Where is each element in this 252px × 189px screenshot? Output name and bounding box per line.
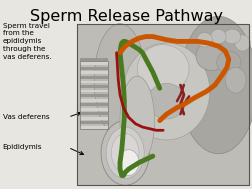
Bar — [80, 81, 108, 83]
Bar — [80, 71, 108, 74]
Ellipse shape — [106, 127, 144, 179]
Ellipse shape — [235, 35, 250, 51]
Ellipse shape — [120, 76, 154, 165]
Ellipse shape — [101, 121, 149, 185]
Bar — [80, 117, 108, 120]
Bar — [80, 94, 108, 97]
Text: Sperm travel
from the
epididymis
through the
vas deferens.: Sperm travel from the epididymis through… — [3, 23, 51, 60]
Bar — [80, 62, 108, 65]
Ellipse shape — [197, 33, 212, 47]
Bar — [80, 108, 108, 111]
Ellipse shape — [225, 67, 246, 93]
Text: Vas deferens: Vas deferens — [3, 114, 49, 120]
Ellipse shape — [137, 45, 189, 93]
Ellipse shape — [94, 24, 146, 137]
Bar — [80, 112, 108, 115]
Bar — [80, 99, 108, 101]
Bar — [80, 58, 108, 61]
Ellipse shape — [217, 51, 241, 74]
Ellipse shape — [118, 150, 139, 176]
Bar — [80, 103, 108, 106]
Bar — [80, 61, 108, 129]
Bar — [80, 76, 108, 79]
Bar — [80, 126, 108, 129]
Ellipse shape — [180, 16, 252, 154]
Text: Epididymis: Epididymis — [3, 144, 42, 150]
Bar — [80, 67, 108, 70]
Ellipse shape — [148, 83, 186, 119]
Ellipse shape — [211, 29, 226, 44]
Bar — [77, 24, 249, 185]
Ellipse shape — [123, 43, 210, 140]
Ellipse shape — [224, 29, 241, 44]
Bar — [80, 121, 108, 124]
Bar — [80, 90, 108, 92]
Bar — [77, 24, 249, 185]
Text: Sperm Release Pathway: Sperm Release Pathway — [29, 9, 223, 23]
Ellipse shape — [111, 133, 139, 172]
Bar — [80, 85, 108, 88]
Ellipse shape — [196, 41, 227, 70]
